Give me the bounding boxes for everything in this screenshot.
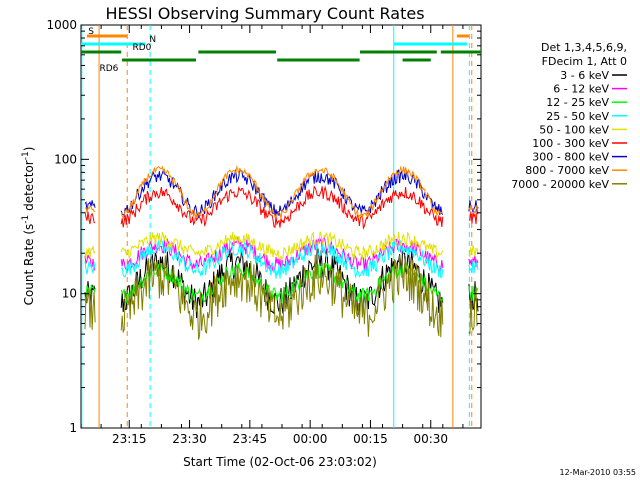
flag-label-n: N — [149, 35, 156, 45]
x-tick-label-0: 23:15 — [112, 432, 147, 446]
y-tick-label-0: 1 — [69, 421, 77, 435]
series-line-6 — [84, 168, 479, 220]
legend-entry-label-6: 300 - 800 keV — [532, 151, 609, 164]
x-axis-ticks: 23:15 23:30 23:45 00:00 00:15 00:30 — [80, 25, 464, 446]
generated-timestamp: 12-Mar-2010 03:55 — [560, 468, 637, 477]
series-line-7 — [84, 165, 479, 220]
vertical-markers — [81, 25, 473, 428]
series-line-8 — [84, 254, 479, 340]
legend: Det 1,3,4,5,6,9, FDecim 1, Att 0 3 - 6 k… — [511, 41, 627, 191]
x-tick-label-1: 23:30 — [172, 432, 207, 446]
legend-entry-label-0: 3 - 6 keV — [560, 69, 609, 82]
legend-entry-label-5: 100 - 300 keV — [532, 137, 609, 150]
flag-label-rd0: RD0 — [132, 43, 151, 53]
x-tick-label-4: 00:15 — [353, 432, 388, 446]
flag-label-rd6: RD6 — [99, 64, 118, 74]
y-tick-label-3: 1000 — [46, 18, 77, 32]
series-line-3 — [84, 239, 479, 279]
x-tick-label-3: 00:00 — [293, 432, 328, 446]
y-axis-ticks: 1 10 100 1000 — [46, 18, 481, 435]
y-axis-label: Count Rate (s-1 detector-1) — [21, 147, 36, 306]
x-axis-label: Start Time (02-Oct-06 23:03:02) — [183, 455, 377, 469]
legend-entry-label-3: 25 - 50 keV — [546, 110, 609, 123]
legend-entry-label-2: 12 - 25 keV — [546, 96, 609, 109]
legend-entry-label-4: 50 - 100 keV — [539, 123, 609, 136]
flag-label-s: S — [88, 27, 94, 37]
series-line-4 — [84, 231, 479, 260]
x-tick-label-5: 00:30 — [413, 432, 448, 446]
plot-frame — [80, 24, 482, 429]
legend-entry-label-1: 6 - 12 keV — [553, 83, 609, 96]
chart-title: HESSI Observing Summary Count Rates — [105, 4, 424, 23]
legend-entry-label-8: 7000 - 20000 keV — [511, 178, 609, 191]
y-tick-label-2: 100 — [54, 152, 77, 166]
legend-header-line1: Det 1,3,4,5,6,9, — [541, 41, 627, 54]
legend-header-line2: FDecim 1, Att 0 — [542, 55, 627, 68]
y-tick-label-1: 10 — [62, 287, 77, 301]
series-lines — [84, 165, 479, 340]
series-line-5 — [84, 185, 479, 230]
legend-entry-label-7: 800 - 7000 keV — [525, 164, 609, 177]
x-tick-label-2: 23:45 — [233, 432, 268, 446]
